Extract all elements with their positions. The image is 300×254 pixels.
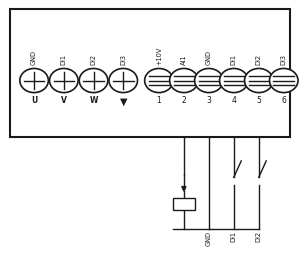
Text: 4: 4 bbox=[231, 96, 236, 105]
Circle shape bbox=[220, 69, 248, 92]
FancyBboxPatch shape bbox=[10, 9, 290, 137]
Circle shape bbox=[50, 69, 78, 92]
Text: DI3: DI3 bbox=[120, 54, 126, 66]
Text: AI1: AI1 bbox=[181, 55, 187, 66]
Text: V: V bbox=[61, 96, 67, 105]
Bar bbox=[173, 198, 195, 210]
Text: 5: 5 bbox=[256, 96, 261, 105]
Text: GND: GND bbox=[31, 51, 37, 66]
Text: W: W bbox=[89, 96, 98, 105]
Circle shape bbox=[195, 69, 223, 92]
Text: 6: 6 bbox=[281, 96, 286, 105]
Circle shape bbox=[269, 69, 298, 92]
Text: 2: 2 bbox=[182, 96, 186, 105]
Text: DI1: DI1 bbox=[231, 54, 237, 66]
Circle shape bbox=[20, 69, 48, 92]
Text: ▼: ▼ bbox=[119, 97, 127, 107]
Text: GND: GND bbox=[206, 231, 212, 246]
Text: U: U bbox=[31, 96, 37, 105]
Text: DI1: DI1 bbox=[61, 54, 67, 66]
Circle shape bbox=[169, 69, 198, 92]
Circle shape bbox=[79, 69, 108, 92]
Polygon shape bbox=[182, 186, 186, 191]
Text: 1: 1 bbox=[157, 96, 161, 105]
Text: +10V: +10V bbox=[156, 47, 162, 66]
Circle shape bbox=[109, 69, 137, 92]
Text: GND: GND bbox=[206, 51, 212, 66]
Circle shape bbox=[145, 69, 173, 92]
Text: DI2: DI2 bbox=[91, 54, 97, 66]
Text: DI3: DI3 bbox=[281, 54, 287, 66]
Text: DI1: DI1 bbox=[231, 231, 237, 242]
Text: DI2: DI2 bbox=[256, 54, 262, 66]
Circle shape bbox=[244, 69, 273, 92]
Text: DI2: DI2 bbox=[256, 231, 262, 242]
Text: 3: 3 bbox=[206, 96, 211, 105]
